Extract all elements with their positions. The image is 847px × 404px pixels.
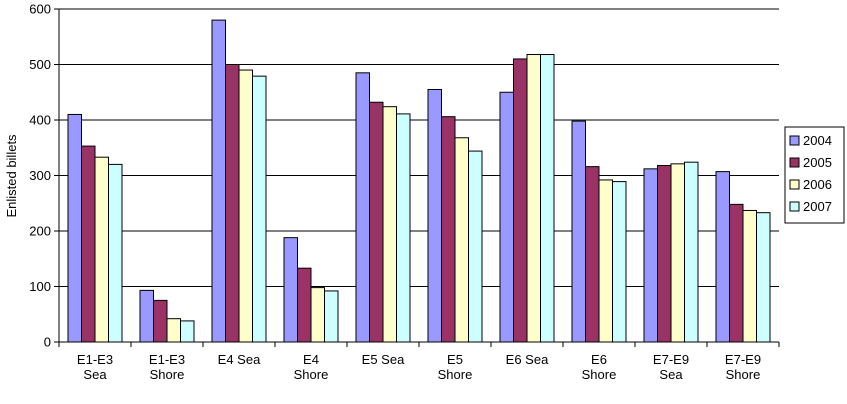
legend-label-2007: 2007: [803, 199, 832, 214]
x-tick-label: E1-E3: [77, 352, 113, 367]
bar-2005: [297, 267, 312, 343]
x-tick-label: Shore: [294, 367, 329, 382]
bar-2006: [166, 318, 181, 343]
legend: 2004 2005 2006 2007: [784, 126, 845, 224]
y-tick-label: 600: [29, 2, 51, 17]
bar-2007: [396, 113, 411, 343]
x-tick-label: E4 Sea: [218, 352, 261, 367]
bar-2005: [441, 116, 456, 343]
bar-2007: [108, 163, 123, 343]
x-tick-label: Shore: [150, 367, 185, 382]
bar-2006: [598, 179, 613, 343]
bar-2005: [657, 165, 672, 343]
legend-swatch-2006: [789, 179, 800, 190]
bar-2004: [211, 19, 226, 343]
legend-label-2006: 2006: [803, 177, 832, 192]
bar-2004: [643, 168, 658, 343]
y-tick-label: 0: [44, 335, 51, 350]
bar-2007: [684, 161, 699, 343]
x-tick-label: Shore: [438, 367, 473, 382]
bar-2007: [540, 54, 555, 343]
bar-2004: [139, 289, 154, 343]
bar-2007: [252, 75, 267, 343]
bar-2004: [283, 237, 298, 343]
axes: [54, 8, 780, 347]
bar-2005: [225, 64, 240, 343]
x-tick-label: Sea: [659, 367, 683, 382]
legend-swatch-2005: [789, 157, 800, 168]
x-tick-label: Sea: [83, 367, 107, 382]
legend-swatch-2004: [789, 135, 800, 146]
x-tick-label: E6 Sea: [506, 352, 549, 367]
x-tick-label: Shore: [726, 367, 761, 382]
legend-swatch-2007: [789, 201, 800, 212]
bar-2006: [742, 209, 757, 343]
bar-2007: [324, 290, 339, 343]
y-tick-label: 500: [29, 57, 51, 72]
legend-label-2004: 2004: [803, 133, 832, 148]
x-tick-label: E6: [591, 352, 607, 367]
bar-2007: [180, 320, 195, 343]
y-axis-title: Enlisted billets: [4, 134, 19, 218]
axis-labels: 0100200300400500600E1-E3SeaE1-E3ShoreE4 …: [29, 2, 761, 383]
y-tick-label: 100: [29, 279, 51, 294]
x-tick-label: E1-E3: [149, 352, 185, 367]
bar-2004: [427, 88, 442, 343]
bar-2006: [382, 106, 397, 343]
x-tick-label: Shore: [582, 367, 617, 382]
bar-2004: [67, 113, 82, 343]
bar-2006: [238, 69, 253, 343]
x-tick-label: E4: [303, 352, 319, 367]
bar-2006: [670, 163, 685, 343]
bar-2004: [715, 171, 730, 343]
bar-2007: [612, 181, 627, 343]
bar-2005: [729, 203, 744, 343]
bar-2005: [585, 166, 600, 343]
x-tick-label: E7-E9: [653, 352, 689, 367]
bar-2005: [81, 145, 96, 343]
x-tick-label: E5 Sea: [362, 352, 405, 367]
bar-2005: [369, 101, 384, 343]
x-tick-label: E7-E9: [725, 352, 761, 367]
bar-2006: [94, 156, 109, 343]
legend-label-2005: 2005: [803, 155, 832, 170]
y-tick-label: 400: [29, 113, 51, 128]
bar-2006: [454, 137, 469, 343]
bar-2005: [513, 58, 528, 343]
bar-2007: [468, 150, 483, 343]
y-tick-label: 200: [29, 224, 51, 239]
x-tick-label: E5: [447, 352, 463, 367]
bar-2005: [153, 299, 168, 343]
bar-2007: [756, 212, 771, 343]
bar-2004: [499, 91, 514, 343]
bar-2004: [355, 72, 370, 343]
bar-2006: [526, 54, 541, 343]
bars: [67, 19, 771, 343]
bar-2004: [571, 120, 586, 343]
bar-2006: [310, 287, 325, 343]
y-tick-label: 300: [29, 168, 51, 183]
